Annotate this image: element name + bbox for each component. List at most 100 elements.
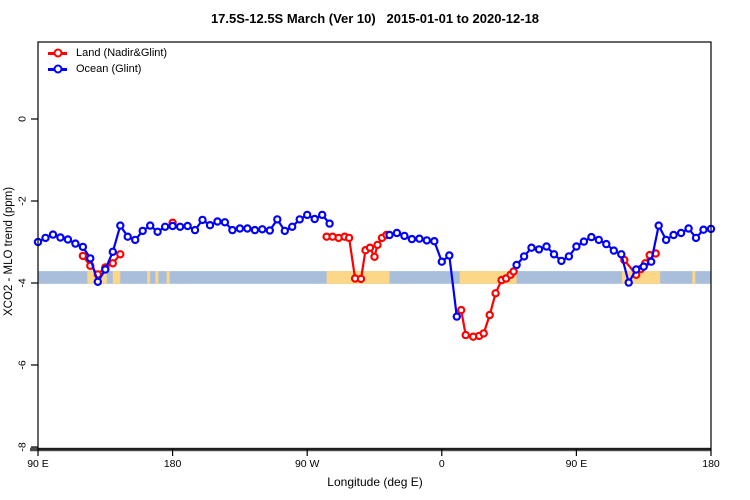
series-ocean-point (145, 221, 155, 230)
series-ocean-point (288, 222, 297, 231)
series-ocean-point (392, 228, 402, 238)
series-ocean-point (691, 233, 701, 243)
series-ocean-point (676, 228, 686, 238)
series-ocean-point (93, 277, 103, 286)
x-tick-label: 0 (439, 458, 445, 470)
series-ocean-point (138, 226, 147, 236)
flagged-band-segment (692, 271, 696, 284)
series-ocean-point (243, 224, 252, 233)
series-ocean-point (130, 235, 140, 245)
series-land-point (491, 289, 500, 298)
flagged-band-segment (166, 271, 170, 284)
series-ocean-point (78, 242, 88, 252)
series-ocean-point (422, 236, 431, 245)
flagged-band-segment (112, 271, 121, 284)
series-ocean-point (452, 312, 461, 321)
series-land-point (457, 305, 466, 315)
series-ocean-point (116, 221, 125, 230)
series-ocean-point (549, 250, 559, 259)
series-ocean-point (190, 225, 200, 235)
series-ocean-point (153, 227, 162, 236)
series-ocean-point (407, 234, 417, 244)
series-ocean-point (198, 215, 207, 225)
series-ocean-point (542, 242, 551, 251)
series-ocean-point (63, 235, 73, 244)
chart-title: 17.5S-12.5S March (Ver 10) 2015-01-01 to… (210, 11, 540, 26)
y-tick-label: -6 (17, 360, 29, 369)
series-ocean-point (108, 247, 118, 256)
y-tick-label: -4 (17, 278, 29, 287)
series-ocean-point (205, 220, 215, 230)
series-ocean-point (415, 234, 424, 243)
series-land-point (344, 233, 354, 243)
series-ocean-point (41, 233, 50, 243)
series-ocean-point (572, 242, 581, 251)
series-ocean-point (445, 251, 454, 260)
series-land-point (356, 274, 366, 284)
ocean-series-marker-icon (48, 64, 67, 74)
series-ocean-point (624, 278, 633, 287)
series-ocean-point (699, 225, 708, 234)
y-tick-label: -8 (17, 442, 29, 451)
y-tick-label: 0 (17, 116, 29, 122)
x-tick-label: 90 E (27, 458, 49, 470)
series-ocean-point (183, 221, 192, 231)
series-ocean-point (101, 265, 110, 274)
series-ocean-point (48, 230, 58, 239)
series-ocean-point (617, 250, 626, 259)
series-ocean-point (303, 210, 312, 220)
series-ocean-point (639, 262, 648, 271)
plot-frame (37, 41, 712, 450)
series-ocean-point (564, 252, 574, 261)
legend-item-ocean: Ocean (Glint) (48, 61, 167, 77)
x-tick-label: 180 (702, 458, 720, 470)
legend-label-ocean: Ocean (Glint) (76, 63, 142, 75)
legend: Land (Nadir&Glint) Ocean (Glint) (48, 45, 167, 77)
land-series-marker-icon (48, 48, 67, 58)
series-land-point (509, 267, 518, 276)
series-land-point (370, 252, 379, 261)
series-ocean-point (430, 236, 439, 246)
series-ocean-point (632, 265, 641, 274)
series-ocean-point (325, 219, 334, 228)
series-ocean-point (123, 232, 132, 241)
series-land-point (365, 243, 375, 252)
series-ocean-point (647, 257, 656, 266)
series-ocean-point (579, 237, 589, 246)
series-ocean-point (280, 226, 289, 236)
series-ocean-point (213, 217, 222, 226)
series-ocean-point (587, 232, 596, 242)
x-tick-label: 90 E (566, 458, 588, 470)
series-ocean-point (669, 230, 678, 240)
series-ocean-point (609, 246, 619, 255)
flagged-band-segment (147, 271, 151, 284)
flagged-band-segment (155, 271, 159, 284)
y-axis-label: XCO2 - MLO trend (ppm) (3, 186, 15, 316)
series-ocean-point (519, 252, 529, 261)
series-ocean-point (684, 224, 693, 233)
series-ocean-point (557, 256, 566, 266)
x-tick-label: 180 (164, 458, 182, 470)
series-ocean-point (512, 260, 521, 270)
series-ocean-point (295, 215, 304, 224)
series-land-point (485, 310, 494, 320)
series-ocean-point (228, 225, 237, 235)
series-ocean-point (168, 221, 177, 231)
series-land-point (461, 330, 470, 340)
series-ocean-point (534, 245, 544, 254)
series-land-point (108, 259, 118, 268)
series-ocean-point (318, 210, 327, 220)
series-land-point (78, 251, 88, 261)
series-land-point (479, 329, 488, 338)
series-ocean-point (385, 230, 394, 240)
x-axis-label: Longitude (deg E) (327, 475, 423, 489)
series-ocean-point (160, 222, 170, 231)
series-ocean-point (175, 222, 185, 231)
y-tick-label: -2 (17, 196, 29, 205)
series-ocean-point (250, 225, 260, 235)
series-ocean-point (86, 254, 95, 263)
series-land-point (373, 240, 382, 250)
series-ocean-point (602, 239, 611, 249)
legend-item-land: Land (Nadir&Glint) (48, 45, 167, 61)
